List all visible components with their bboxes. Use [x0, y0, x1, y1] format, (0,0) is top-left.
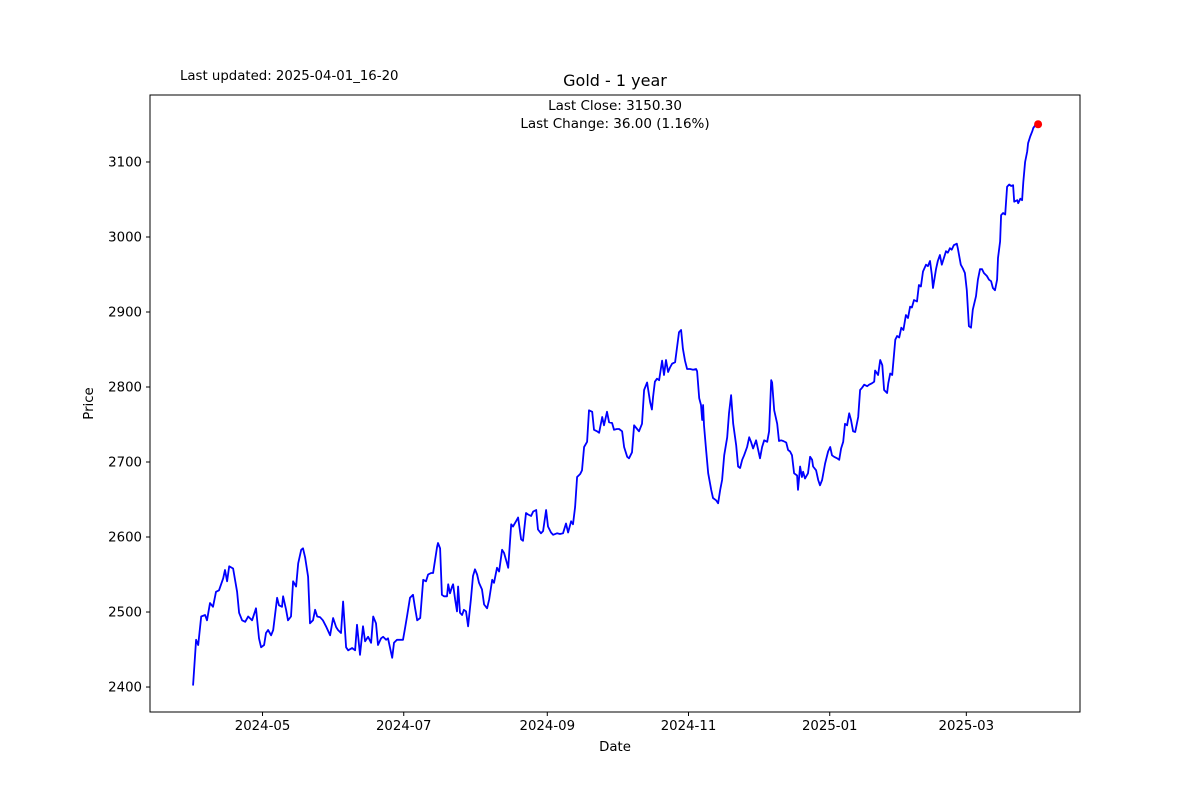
last-change-text: Last Change: 36.00 (1.16%) — [520, 115, 710, 132]
x-tick-label: 2024-11 — [661, 719, 717, 734]
y-tick-label: 3000 — [108, 230, 142, 245]
chart-title: Gold - 1 year — [563, 71, 667, 90]
y-tick-label: 2600 — [108, 531, 142, 546]
y-tick-label: 3100 — [108, 155, 142, 170]
last-close-annotation: Last Close: 3150.30 Last Change: 36.00 (… — [150, 98, 1080, 133]
y-tick-label: 2800 — [108, 380, 142, 395]
x-tick-label: 2025-03 — [939, 719, 995, 734]
x-tick-label: 2024-09 — [520, 719, 576, 734]
plot-spines — [149, 94, 1081, 713]
last-close-text: Last Close: 3150.30 — [548, 98, 682, 114]
y-axis-label: Price — [82, 387, 97, 419]
gold-price-line — [192, 123, 1039, 686]
x-tick-label: 2024-05 — [235, 719, 291, 734]
last-updated-text: Last updated: 2025-04-01_16-20 — [180, 69, 399, 84]
x-tick-label: 2024-07 — [376, 719, 432, 734]
y-tick-label: 2900 — [108, 305, 142, 320]
y-tick-label: 2400 — [108, 681, 142, 696]
x-tick-label: 2025-01 — [802, 719, 858, 734]
x-axis-label: Date — [599, 740, 631, 755]
last-close-marker — [1034, 120, 1043, 129]
y-tick-label: 2700 — [108, 456, 142, 471]
y-tick-label: 2500 — [108, 606, 142, 621]
